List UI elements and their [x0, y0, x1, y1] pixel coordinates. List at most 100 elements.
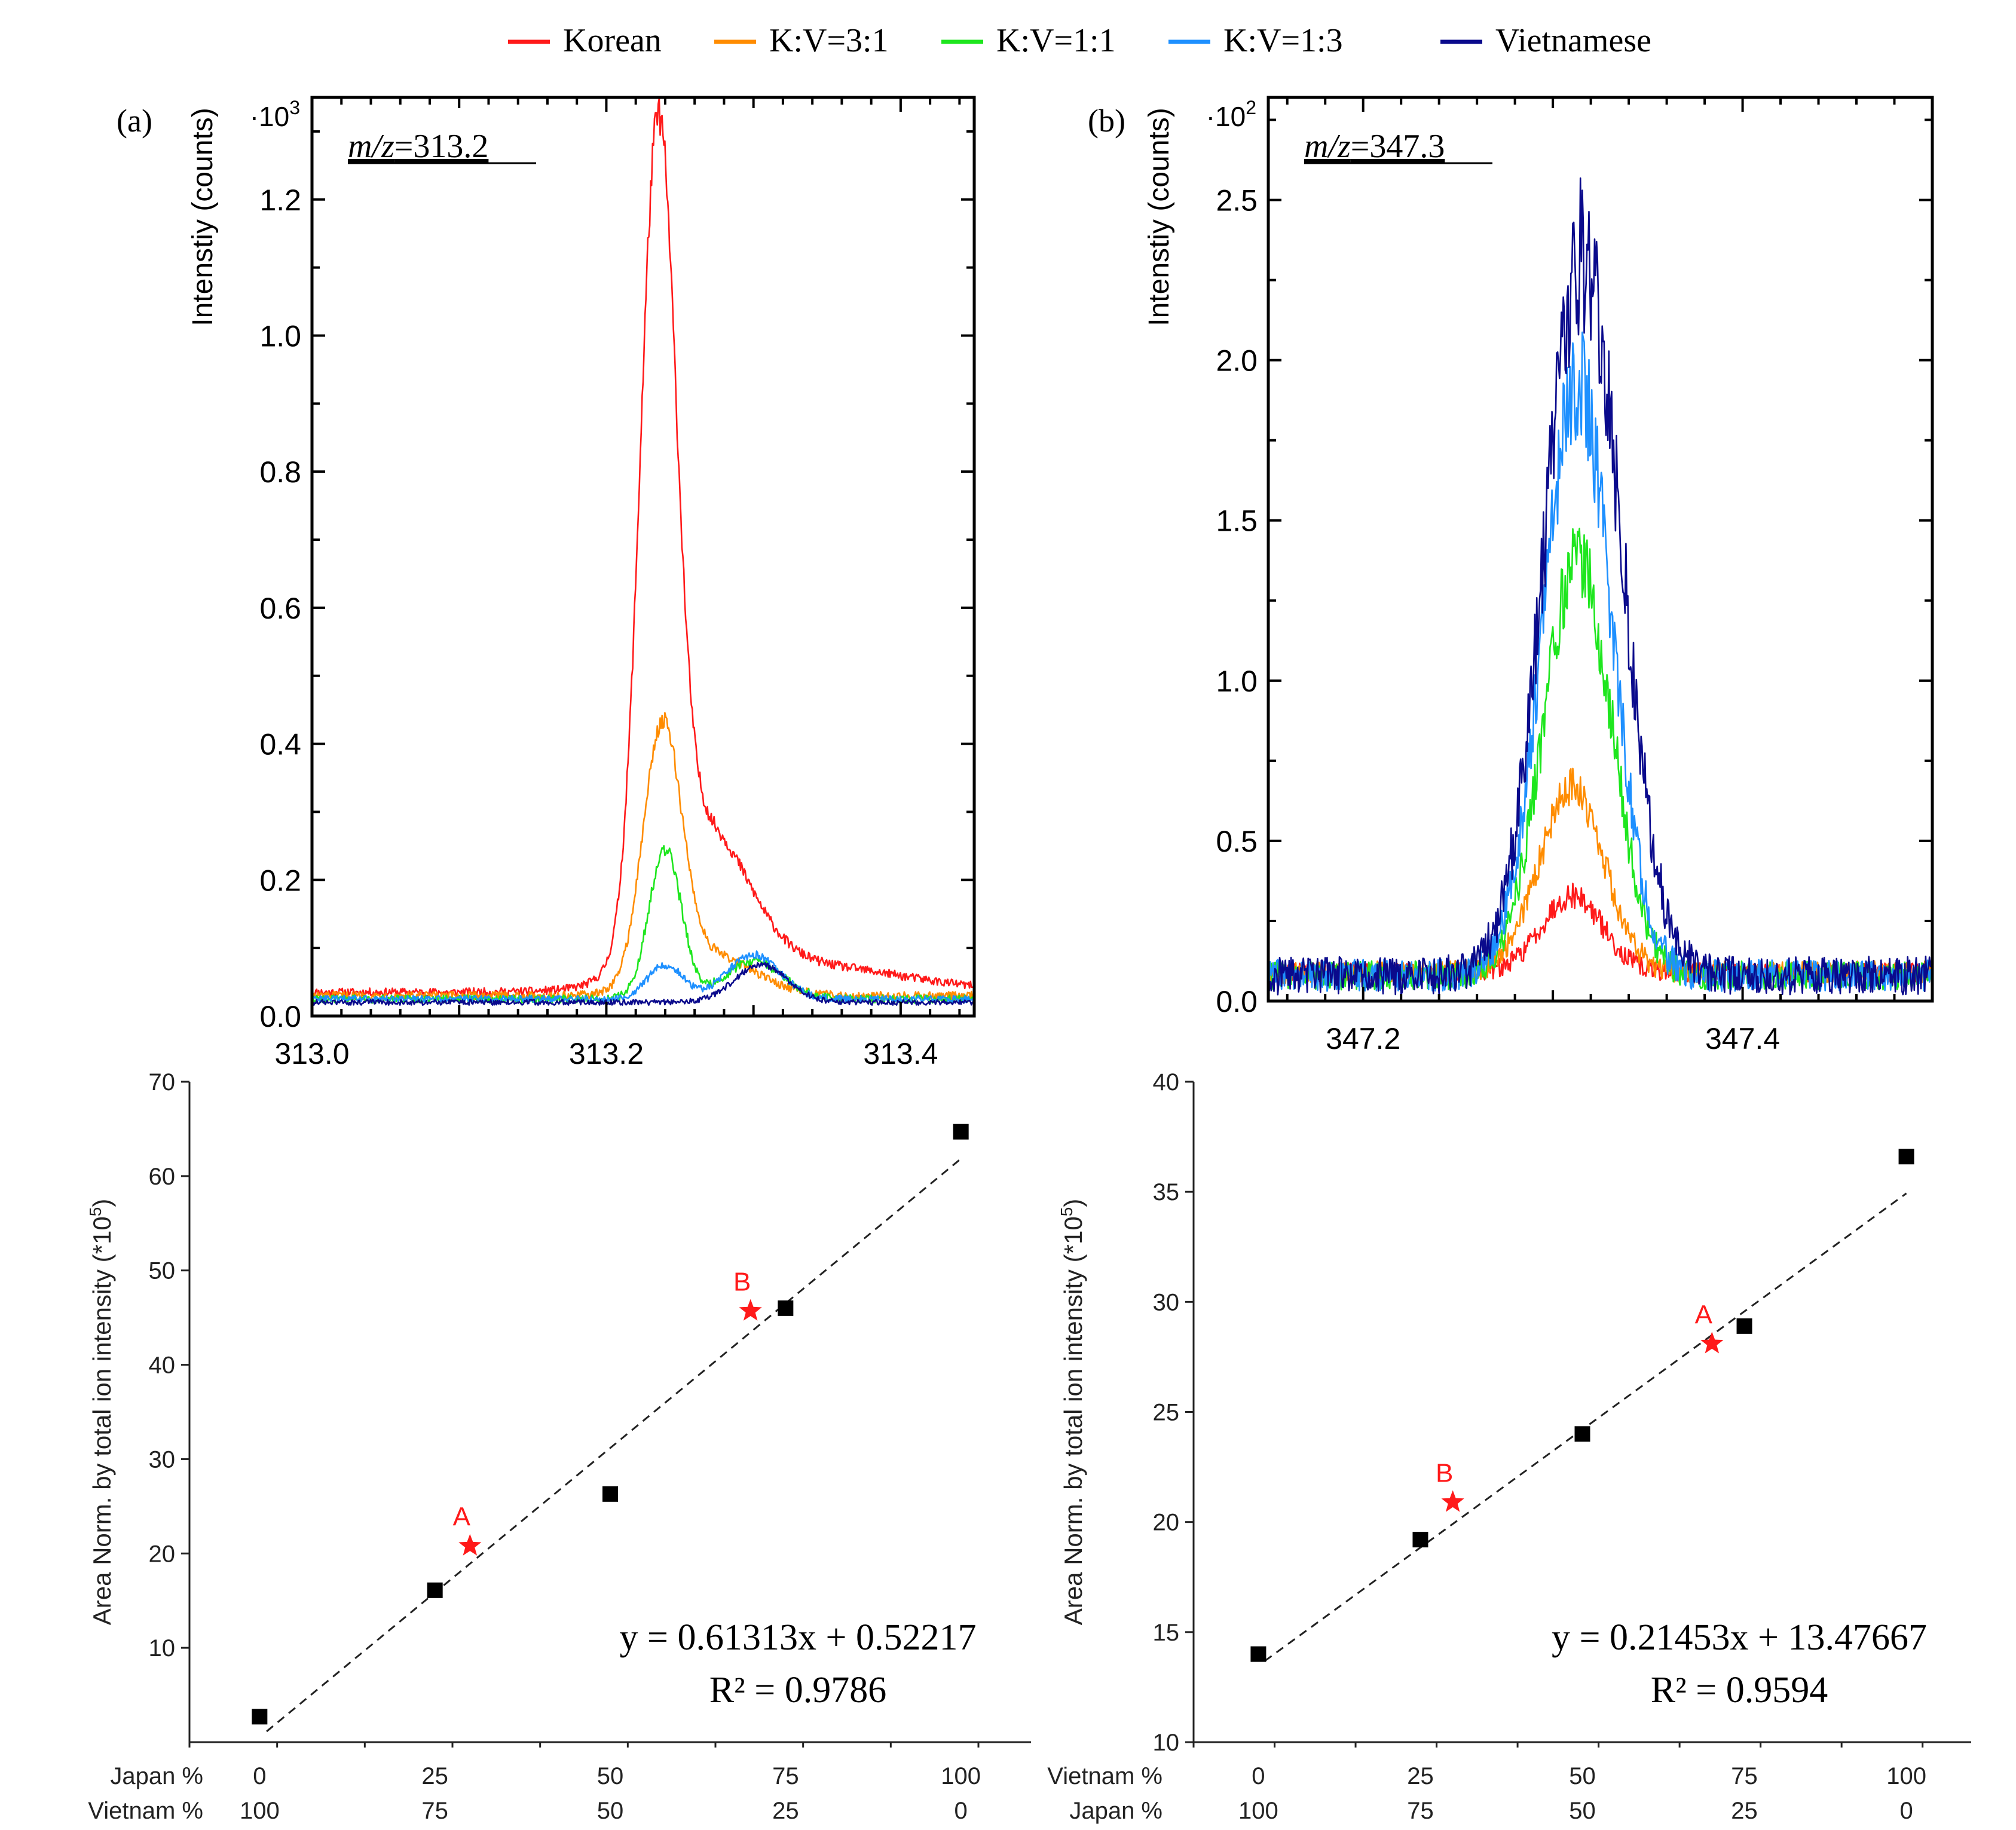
- x-tick-label-row1: 50: [597, 1763, 624, 1789]
- x-tick-label-row1: 75: [1731, 1763, 1758, 1789]
- spectrum-line-korean: [311, 97, 975, 997]
- x-tick-label-row2: 75: [421, 1798, 448, 1824]
- spectrum-line-vietnamese: [311, 962, 975, 1006]
- y-tick-label: 35: [1153, 1179, 1180, 1205]
- x-tick-label-row1: 50: [1569, 1763, 1596, 1789]
- x-tick-label: 313.2: [569, 1037, 644, 1070]
- fit-line: [1264, 1192, 1907, 1662]
- calibration-panel-c: 10 20 30 40 50 60 70 0 100 25 75 50 50 75 25 100 0 Japan …: [86, 1069, 1031, 1824]
- y-tick-label: 1.0: [1216, 665, 1258, 698]
- x-tick-label: 313.4: [863, 1037, 938, 1070]
- x-tick-label-row2: 75: [1407, 1798, 1434, 1824]
- mz-annotation: m/z=347.3: [1304, 128, 1445, 165]
- sample-star-label: A: [1695, 1300, 1713, 1329]
- x-tick-label: 347.4: [1705, 1022, 1780, 1055]
- data-point: [1250, 1646, 1266, 1662]
- x-tick-label-row2: 0: [1899, 1798, 1913, 1824]
- data-point: [1574, 1426, 1590, 1442]
- y-tick-label: 1.0: [259, 319, 301, 353]
- legend-label: Vietnamese: [1495, 22, 1651, 59]
- x-tick-label-row2: 50: [597, 1798, 624, 1824]
- sample-star-label: B: [1436, 1459, 1453, 1488]
- x-tick-label: 347.2: [1326, 1022, 1400, 1055]
- sample-star-b: [739, 1299, 762, 1321]
- y-tick-label: 0.0: [259, 1000, 301, 1033]
- x-tick-label-row1: 100: [1886, 1763, 1926, 1789]
- x-tick-label-row2: 50: [1569, 1798, 1596, 1824]
- x-tick-label-row2: 100: [1238, 1798, 1278, 1824]
- y-tick-label: 40: [149, 1352, 176, 1379]
- y-tick-label: 0.6: [259, 592, 301, 625]
- x-tick-label-row2: 25: [772, 1798, 799, 1824]
- panel-label: (a): [117, 103, 152, 139]
- x-tick-label-row1: 100: [941, 1763, 981, 1789]
- legend-label: Korean: [563, 22, 662, 59]
- panel-label: (b): [1088, 103, 1125, 139]
- mz-annotation: m/z=313.2: [348, 128, 488, 165]
- data-point: [602, 1486, 618, 1502]
- fit-r-squared: R² = 0.9594: [1651, 1670, 1828, 1710]
- x-tick-label-row1: 0: [1252, 1763, 1265, 1789]
- y-tick-label: 20: [149, 1541, 176, 1567]
- data-point: [778, 1300, 794, 1316]
- y-tick-label: 25: [1153, 1400, 1180, 1426]
- legend-label: K:V=1:3: [1223, 22, 1343, 59]
- sample-star-a: [1700, 1332, 1724, 1354]
- sample-star-a: [458, 1534, 482, 1556]
- y-tick-label: 2.0: [1216, 344, 1258, 378]
- y-tick-label: 2.5: [1216, 184, 1258, 218]
- data-point: [1412, 1532, 1428, 1548]
- data-point: [252, 1709, 268, 1725]
- y-tick-label: 70: [149, 1069, 176, 1095]
- data-point: [1898, 1149, 1914, 1165]
- x-tick-label-row1: 25: [421, 1763, 448, 1789]
- y-tick-label: 30: [149, 1446, 176, 1473]
- x-axis-row2-title: Vietnam %: [88, 1798, 203, 1824]
- legend-label: K:V=3:1: [769, 22, 889, 59]
- x-axis-row1-title: Japan %: [110, 1763, 203, 1789]
- y-axis-title: Area Norm. by total ion intensity (*105): [86, 1199, 116, 1626]
- y-tick-label: 0.4: [259, 728, 301, 761]
- x-tick-label-row2: 100: [240, 1798, 280, 1824]
- data-point: [953, 1124, 969, 1140]
- data-point: [427, 1582, 443, 1598]
- calibration-panel-d: 10 15 20 25 30 35 40 0 100 25 75 50 50 75 25 100 0 Vietna…: [1047, 1069, 1971, 1824]
- y-tick-label: 20: [1153, 1510, 1180, 1536]
- y-tick-label: 0.0: [1216, 985, 1258, 1018]
- y-tick-label: 15: [1153, 1620, 1180, 1646]
- y-tick-label: 0.2: [259, 864, 301, 897]
- sample-star-b: [1441, 1490, 1464, 1512]
- x-tick-label-row1: 0: [253, 1763, 266, 1789]
- y-tick-label: 10: [149, 1635, 176, 1661]
- y-tick-label: 50: [149, 1258, 176, 1284]
- spectrum-line-k-v-1-3: [311, 950, 975, 1003]
- y-tick-label: 60: [149, 1164, 176, 1190]
- x-axis-row2-title: Japan %: [1069, 1798, 1163, 1824]
- sample-star-label: B: [733, 1268, 751, 1297]
- spectrum-line-vietnamese: [1267, 177, 1934, 996]
- y-tick-label: 40: [1153, 1069, 1180, 1095]
- y-tick-label: 30: [1153, 1289, 1180, 1315]
- spectrum-line-k-v-3-1: [311, 712, 975, 1000]
- y-tick-label: 0.5: [1216, 825, 1258, 858]
- x-tick-label-row2: 25: [1731, 1798, 1758, 1824]
- y-tick-label: 10: [1153, 1730, 1180, 1756]
- y-tick-label: 0.8: [259, 455, 301, 489]
- data-point: [1736, 1318, 1752, 1334]
- y-tick-label: 1.5: [1216, 504, 1258, 538]
- x-tick-label-row1: 75: [772, 1763, 799, 1789]
- legend: Korean K:V=3:1 K:V=1:1 K:V=1:3 Vietnamese: [508, 22, 1651, 59]
- x-tick-label-row2: 0: [955, 1798, 968, 1824]
- y-axis-title: Intenstiy (counts): [187, 108, 219, 326]
- sample-star-label: A: [453, 1502, 471, 1532]
- legend-label: K:V=1:1: [996, 22, 1116, 59]
- x-tick-label: 313.0: [274, 1037, 349, 1070]
- fit-equation: y = 0.61313x + 0.52217: [620, 1617, 977, 1658]
- fit-r-squared: R² = 0.9786: [709, 1670, 886, 1710]
- y-tick-label: 1.2: [259, 183, 301, 217]
- x-axis-row1-title: Vietnam %: [1047, 1763, 1163, 1789]
- fit-equation: y = 0.21453x + 13.47667: [1552, 1617, 1927, 1658]
